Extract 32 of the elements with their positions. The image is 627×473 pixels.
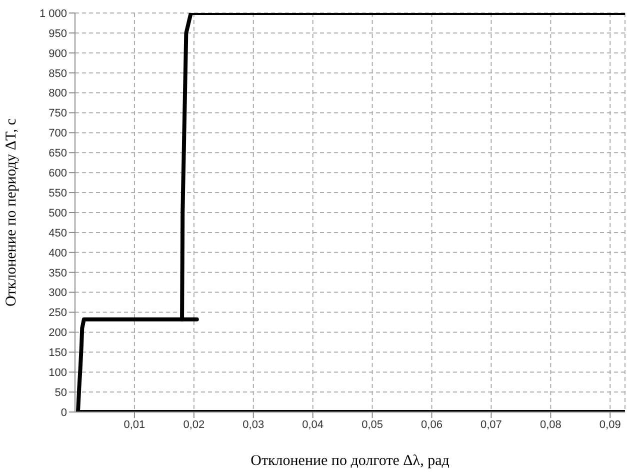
y-tick-label: 300 <box>48 287 67 300</box>
y-axis-title: Отклонение по периоду ΔT, с <box>3 118 20 307</box>
x-tick-label: 0,04 <box>302 418 324 431</box>
x-tick-label: 0,03 <box>242 418 264 431</box>
y-tick-label: 1 000 <box>39 8 67 20</box>
y-tick-label: 700 <box>48 128 67 140</box>
x-tick-label: 0,02 <box>183 418 205 431</box>
y-tick-label: 750 <box>48 108 67 120</box>
y-tick-label: 350 <box>48 267 67 280</box>
x-tick-label: 0,05 <box>362 418 384 431</box>
y-tick-label: 550 <box>48 187 67 200</box>
x-tick-label: 0,09 <box>599 418 621 431</box>
y-tick-label: 850 <box>48 68 67 80</box>
x-tick-label: 0,01 <box>124 418 146 431</box>
y-tick-label: 800 <box>48 88 67 100</box>
y-tick-label: 150 <box>48 347 67 360</box>
y-tick-label: 100 <box>48 367 67 380</box>
x-tick-label: 0,07 <box>480 418 502 431</box>
y-tick-label: 0 <box>60 406 67 419</box>
y-tick-label: 900 <box>48 48 67 60</box>
y-tick-label: 400 <box>48 247 67 260</box>
x-tick-label: 0,06 <box>421 418 442 431</box>
y-tick-label: 450 <box>48 227 67 240</box>
x-axis-title: Отклонение по долготе Δλ, рад <box>250 453 450 469</box>
x-tick-label: 0,08 <box>540 418 562 431</box>
y-tick-label: 250 <box>48 307 67 320</box>
y-tick-label: 600 <box>48 168 67 180</box>
y-tick-label: 650 <box>48 148 67 160</box>
y-tick-label: 950 <box>48 28 67 40</box>
y-tick-label: 200 <box>48 327 67 340</box>
y-tick-label: 500 <box>48 207 67 220</box>
y-tick-label: 50 <box>54 386 67 399</box>
